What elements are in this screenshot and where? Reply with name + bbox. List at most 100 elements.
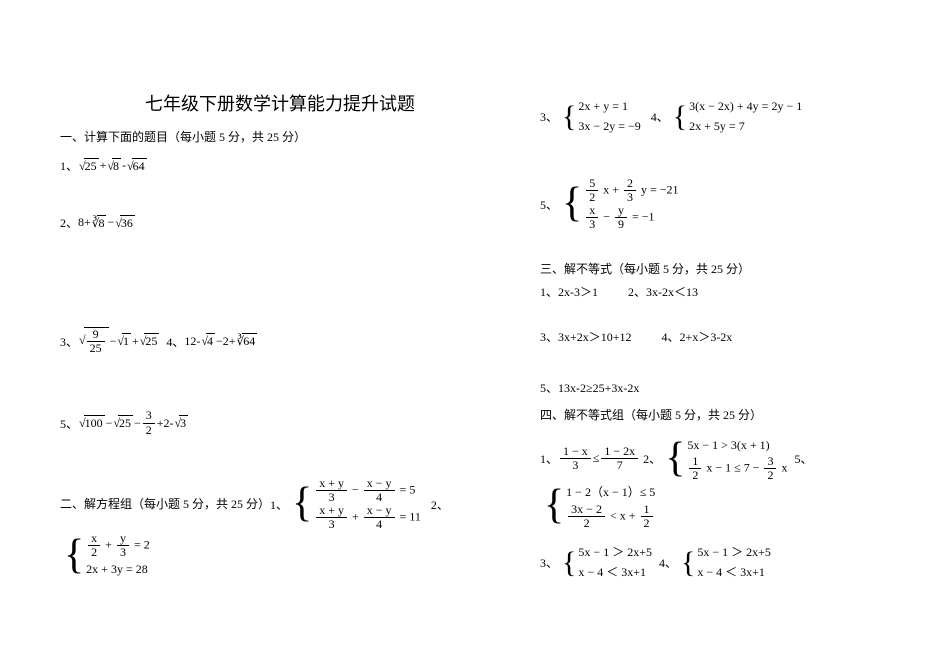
d: 2 <box>641 517 653 530</box>
op: - <box>170 416 174 431</box>
label: 3、 <box>540 108 558 125</box>
label: 3、 <box>60 333 78 350</box>
row: 1 − 2（x − 1）≤ 5 <box>566 482 655 502</box>
d: 3 <box>586 218 598 231</box>
d: 3 <box>624 191 636 204</box>
s3-p2: 2、3x-2x＜13 <box>628 283 698 300</box>
d: 9 <box>615 218 627 231</box>
n: 5 <box>586 177 598 191</box>
label: 2、 <box>60 214 78 231</box>
n: 1 − x <box>560 445 591 459</box>
label: 4、 <box>651 108 669 125</box>
page: 七年级下册数学计算能力提升试题 一、计算下面的题目（每小题 5 分，共 25 分… <box>0 0 945 619</box>
den: 25 <box>87 342 105 355</box>
s2-sys3: { 2x + y = 1 3x − 2y = −9 <box>562 96 641 137</box>
s4-sys5: { 1 − 2（x − 1）≤ 5 3x − 22 < x + 12 <box>544 482 655 530</box>
n: y <box>615 204 627 218</box>
row: 5x − 1 ＞ 2x+5 <box>697 542 771 562</box>
s1-p1: 1、 25 + 8 - 64 <box>60 157 540 174</box>
rad: 4 <box>206 333 215 349</box>
s2-sys2: { x2 + y3 = 2 2x + 3y = 28 <box>64 532 150 580</box>
s1-p5: 5、 100 − 25 − 3 2 + 2 - 3 <box>60 409 540 436</box>
op: − <box>110 334 117 349</box>
row: 2x + 3y = 28 <box>86 559 150 579</box>
section-2-head: 二、解方程组（每小题 5 分，共 25 分） <box>60 495 270 512</box>
d: 2 <box>689 469 701 482</box>
n: x + y <box>316 504 347 518</box>
s3-p3: 3、3x+2x＞10+12 <box>540 328 632 345</box>
label: 1、 <box>540 450 558 467</box>
s2-sys4: { 3(x − 2x) + 4y = 2y − 1 2x + 5y = 7 <box>673 96 802 137</box>
op: + <box>229 334 236 349</box>
d: 4 <box>364 518 395 531</box>
d: 3 <box>117 546 129 559</box>
label: 1、 <box>60 157 78 174</box>
rad: 36 <box>120 215 135 231</box>
op: ≤ <box>593 451 600 466</box>
rhs: = −1 <box>632 210 655 224</box>
rad: 8 <box>112 158 121 174</box>
tail: x <box>781 460 787 474</box>
n: x − y <box>364 504 395 518</box>
row: 5x − 1 > 3(x + 1) <box>687 435 787 455</box>
s2-sys5: { 52 x + 23 y = −21 x3 − y9 = −1 <box>562 177 679 232</box>
n: y <box>117 532 129 546</box>
section-4-head: 四、解不等式组（每小题 5 分，共 25 分） <box>540 406 910 423</box>
s2-p3-p4: 3、 { 2x + y = 1 3x − 2y = −9 4、 { 3(x − … <box>540 96 910 137</box>
rad: 100 <box>84 415 105 431</box>
s2-sys1: { x + y3 − x − y4 = 5 x + y3 + x − y4 = … <box>292 477 421 532</box>
label: 5、 <box>540 196 558 213</box>
d: 2 <box>568 517 605 530</box>
s3-row2: 3、3x+2x＞10+12 4、2+x＞3-2x <box>540 328 910 345</box>
mid: x − 1 ≤ 7 − <box>706 460 759 474</box>
y: y <box>641 182 650 196</box>
op: − <box>107 215 114 230</box>
s1-p2: 2、 8 + 8 − 36 <box>60 214 540 231</box>
d: 2 <box>88 546 100 559</box>
rhs: = −21 <box>650 182 679 196</box>
column-left: 七年级下册数学计算能力提升试题 一、计算下面的题目（每小题 5 分，共 25 分… <box>60 90 540 589</box>
label: 5、 <box>60 415 78 432</box>
n: x + y <box>316 477 347 491</box>
rhs: = 5 <box>400 482 416 496</box>
d: 2 <box>764 469 776 482</box>
s3-p5: 5、13x-2≥25+3x-2x <box>540 379 910 396</box>
rad: 25 <box>84 158 99 174</box>
op: < x + <box>610 508 636 522</box>
label: 2、 <box>643 450 661 467</box>
s4-row2: 3、 { 5x − 1 ＞ 2x+5 x − 4 ＜ 3x+1 4、 { 5x … <box>540 542 910 583</box>
row: 3x − 2y = −9 <box>578 116 640 136</box>
section-1-head: 一、计算下面的题目（每小题 5 分，共 25 分） <box>60 128 540 145</box>
n: x − y <box>364 477 395 491</box>
rad: 1 <box>122 333 131 349</box>
rhs: = 11 <box>400 510 421 524</box>
x: x + <box>603 182 622 196</box>
s4-sys3: { 5x − 1 ＞ 2x+5 x − 4 ＜ 3x+1 <box>562 542 652 583</box>
label: 1、 <box>270 496 288 513</box>
num: 9 <box>87 328 105 342</box>
row: x − 4 ＜ 3x+1 <box>578 562 652 582</box>
op: + <box>100 158 107 173</box>
rhs: = 2 <box>134 537 150 551</box>
op: - <box>122 158 126 173</box>
op: - <box>196 334 200 349</box>
row: 3(x − 2x) + 4y = 2y − 1 <box>689 96 802 116</box>
op: + <box>132 334 139 349</box>
label: 5、 <box>794 450 812 467</box>
s2-p5: 5、 { 52 x + 23 y = −21 x3 − y9 <box>540 177 910 232</box>
label: 2、 <box>431 496 449 513</box>
n: 1 <box>689 455 701 469</box>
rad: 64 <box>242 333 257 349</box>
d: 3 <box>316 518 347 531</box>
rad: 3 <box>179 415 188 431</box>
row: 5x − 1 ＞ 2x+5 <box>578 542 652 562</box>
row: 2x + y = 1 <box>578 96 640 116</box>
num: 3 <box>143 409 155 423</box>
n: 3x − 2 <box>568 503 605 517</box>
page-title: 七年级下册数学计算能力提升试题 <box>20 90 540 116</box>
n: 3 <box>764 455 776 469</box>
op: − <box>216 334 223 349</box>
op: − <box>106 416 113 431</box>
row: x − 4 ＜ 3x+1 <box>697 562 771 582</box>
s3-p1: 1、2x-3＞1 <box>540 283 598 300</box>
